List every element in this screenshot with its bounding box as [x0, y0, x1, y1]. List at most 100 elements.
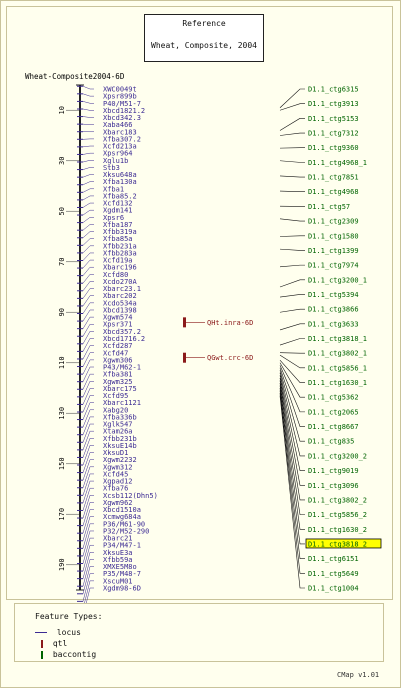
locus-Xcfd19a[interactable]: Xcfd19a: [77, 257, 133, 269]
contig-D1.1_ctg57[interactable]: D1.1_ctg57: [308, 203, 350, 211]
contig-D1.1_ctg835[interactable]: D1.1_ctg835: [308, 438, 354, 446]
locus-Xpsr6[interactable]: Xpsr6: [77, 214, 124, 224]
contig-D1.1_ctg1630_2[interactable]: D1.1_ctg1630_2: [308, 526, 367, 534]
contig-D1.1_ctg2309[interactable]: D1.1_ctg2309: [308, 218, 359, 226]
locus-Xcfd95[interactable]: Xcfd95: [77, 392, 128, 413]
locus-Xgdm141[interactable]: Xgdm141: [77, 207, 133, 216]
locus-Xbcd357.2[interactable]: Xbcd357.2: [77, 328, 141, 345]
contig-D1.1_ctg3200_1[interactable]: D1.1_ctg3200_1: [308, 276, 367, 284]
locus-Xfba130a[interactable]: Xfba130a: [77, 178, 137, 186]
contig-D1.1_ctg1580[interactable]: D1.1_ctg1580: [308, 232, 359, 240]
map-title[interactable]: Wheat-Composite2004-6D: [25, 72, 125, 81]
locus-Xcfd47[interactable]: Xcfd47: [77, 349, 128, 368]
locus-Xcfd80[interactable]: Xcfd80: [77, 271, 128, 284]
contig-D1.1_ctg7851[interactable]: D1.1_ctg7851: [308, 174, 359, 182]
locus-Xfbb231b[interactable]: Xfbb231b: [77, 435, 137, 458]
contig-D1.1_ctg1004[interactable]: D1.1_ctg1004: [308, 585, 359, 593]
locus-Xgwm574[interactable]: Xgwm574: [77, 314, 133, 330]
locus-Xaba466[interactable]: Xaba466: [77, 121, 133, 129]
contig-D1.1_ctg5856_2[interactable]: D1.1_ctg5856_2: [308, 511, 367, 519]
contig-D1.1_ctg6315[interactable]: D1.1_ctg6315: [308, 86, 359, 94]
locus-Xpsr371[interactable]: Xpsr371: [77, 321, 133, 337]
qtl-QGwt.crc-6D[interactable]: QGwt.crc-6D: [183, 352, 253, 363]
locus-Xcdo270A[interactable]: Xcdo270A: [77, 278, 138, 292]
locus-XMXE5M8o[interactable]: XMXE5M8o: [77, 563, 137, 595]
locus-P40/M51-7[interactable]: P40/M51-7: [77, 100, 141, 108]
locus-Xabg20[interactable]: Xabg20: [77, 406, 128, 428]
locus-Xksu648a[interactable]: Xksu648a: [77, 171, 137, 179]
contig-D1.1_ctg3802_1[interactable]: D1.1_ctg3802_1: [308, 350, 367, 358]
contig-D1.1_ctg4968_1[interactable]: D1.1_ctg4968_1: [308, 159, 367, 167]
locus-Xbcd1398[interactable]: Xbcd1398: [77, 306, 137, 322]
locus-Xglu1b[interactable]: Xglu1b: [77, 157, 128, 165]
locus-Xbcd1821.2[interactable]: Xbcd1821.2: [77, 107, 145, 115]
contig-D1.1_ctg6151[interactable]: D1.1_ctg6151: [308, 555, 359, 563]
locus-P32/M52-290[interactable]: P32/M52-290: [77, 527, 149, 557]
contig-D1.1_ctg3200_2[interactable]: D1.1_ctg3200_2: [308, 452, 367, 460]
locus-Xfba85.2[interactable]: Xfba85.2: [77, 192, 137, 200]
locus-Xcsb112(Dhn5)[interactable]: Xcsb112(Dhn5): [77, 492, 158, 519]
locus-Stb3[interactable]: Stb3: [77, 164, 120, 172]
locus-Xfbb231a[interactable]: Xfbb231a: [77, 242, 137, 254]
contig-D1.1_ctg3913[interactable]: D1.1_ctg3913: [308, 100, 359, 108]
qtl-QHt.inra-6D[interactable]: QHt.inra-6D: [183, 317, 253, 328]
contig-D1.1_ctg8667[interactable]: D1.1_ctg8667: [308, 423, 359, 431]
locus-Xbcd342.3[interactable]: Xbcd342.3: [77, 114, 141, 122]
contig-D1.1_ctg5362[interactable]: D1.1_ctg5362: [308, 394, 359, 402]
contig-D1.1_ctg5649[interactable]: D1.1_ctg5649: [308, 570, 359, 578]
locus-Xbarc183[interactable]: Xbarc183: [77, 128, 137, 136]
locus-Xtam26a[interactable]: Xtam26a: [77, 428, 133, 451]
locus-Xbarc202[interactable]: Xbarc202: [77, 292, 137, 307]
locus-Xbcd1510a[interactable]: Xbcd1510a: [77, 506, 141, 534]
contig-D1.1_ctg3818_1[interactable]: D1.1_ctg3818_1: [308, 335, 367, 343]
contig-D1.1_ctg5856_1[interactable]: D1.1_ctg5856_1: [308, 364, 367, 372]
locus-Xcfd132[interactable]: Xcfd132: [77, 200, 133, 208]
contig-D1.1_ctg4968[interactable]: D1.1_ctg4968: [308, 188, 359, 196]
locus-XksuE3a[interactable]: XksuE3a: [77, 549, 133, 580]
locus-Xfba1[interactable]: Xfba1: [77, 185, 124, 193]
contig-D1.1_ctg3096[interactable]: D1.1_ctg3096: [308, 482, 359, 490]
locus-Xbarc196[interactable]: Xbarc196: [77, 264, 137, 277]
contig-D1.1_ctg1399[interactable]: D1.1_ctg1399: [308, 247, 359, 255]
locus-Xgwm325[interactable]: Xgwm325: [77, 378, 133, 398]
locus-Xfba381[interactable]: Xfba381: [77, 371, 133, 390]
contig-D1.1_ctg7312[interactable]: D1.1_ctg7312: [308, 130, 359, 138]
contig-D1.1_ctg2065[interactable]: D1.1_ctg2065: [308, 408, 359, 416]
contig-D1.1_ctg5153[interactable]: D1.1_ctg5153: [308, 115, 359, 123]
locus-Xfba85a[interactable]: Xfba85a: [77, 235, 133, 246]
locus-P34/M47-1[interactable]: P34/M47-1: [77, 542, 141, 572]
locus-Xcmwg684a[interactable]: Xcmwg684a: [77, 513, 141, 542]
locus-Xfbb319a[interactable]: Xfbb319a: [77, 228, 137, 239]
locus-XksuE14b[interactable]: XksuE14b: [77, 442, 137, 466]
contig-D1.1_ctg9360[interactable]: D1.1_ctg9360: [308, 144, 359, 152]
locus-Xglk547[interactable]: Xglk547: [77, 421, 133, 443]
locus-Xgwm962[interactable]: Xgwm962: [77, 499, 133, 527]
locus-XWC0049t[interactable]: XWC0049t: [77, 86, 137, 94]
contig-D1.1_ctg3633[interactable]: D1.1_ctg3633: [308, 320, 359, 328]
locus-Xgwm312[interactable]: Xgwm312: [77, 463, 133, 489]
locus-Xpsr964[interactable]: Xpsr964: [77, 150, 133, 158]
locus-P35/M48-7[interactable]: P35/M48-7: [77, 570, 141, 602]
locus-Xbarc21[interactable]: Xbarc21: [77, 535, 133, 564]
locus-Xcfd213a[interactable]: Xcfd213a: [77, 143, 137, 151]
locus-Xbarc175[interactable]: Xbarc175: [77, 385, 137, 405]
locus-Xgwm306[interactable]: Xgwm306: [77, 356, 133, 375]
locus-Xbarc23.1[interactable]: Xbarc23.1: [77, 285, 141, 299]
contig-D1.1_ctg3818_2[interactable]: D1.1_ctg3818_2: [305, 538, 382, 549]
locus-Xpsr899b[interactable]: Xpsr899b: [77, 93, 137, 101]
locus-Xgpad12[interactable]: Xgpad12: [77, 478, 133, 504]
contig-D1.1_ctg3866[interactable]: D1.1_ctg3866: [308, 306, 359, 314]
locus-Xfbb59a[interactable]: Xfbb59a: [77, 556, 133, 587]
locus-Xbcd1716.2[interactable]: Xbcd1716.2: [77, 335, 145, 352]
contig-D1.1_ctg1630_1[interactable]: D1.1_ctg1630_1: [308, 379, 367, 387]
contig-D1.1_ctg3802_2[interactable]: D1.1_ctg3802_2: [308, 496, 367, 504]
locus-Xfba307.2[interactable]: Xfba307.2: [77, 135, 141, 143]
contig-D1.1_ctg5394[interactable]: D1.1_ctg5394: [308, 291, 359, 299]
locus-Xbarc1121[interactable]: Xbarc1121: [77, 399, 141, 421]
locus-P36/M61-90[interactable]: P36/M61-90: [77, 520, 145, 549]
locus-XksuD1[interactable]: XksuD1: [77, 449, 128, 474]
locus-Xfbb283a[interactable]: Xfbb283a: [77, 249, 137, 261]
contig-D1.1_ctg9019[interactable]: D1.1_ctg9019: [308, 467, 359, 475]
locus-Xfba336b[interactable]: Xfba336b: [77, 413, 137, 436]
locus-Xcfd45[interactable]: Xcfd45: [77, 470, 128, 496]
